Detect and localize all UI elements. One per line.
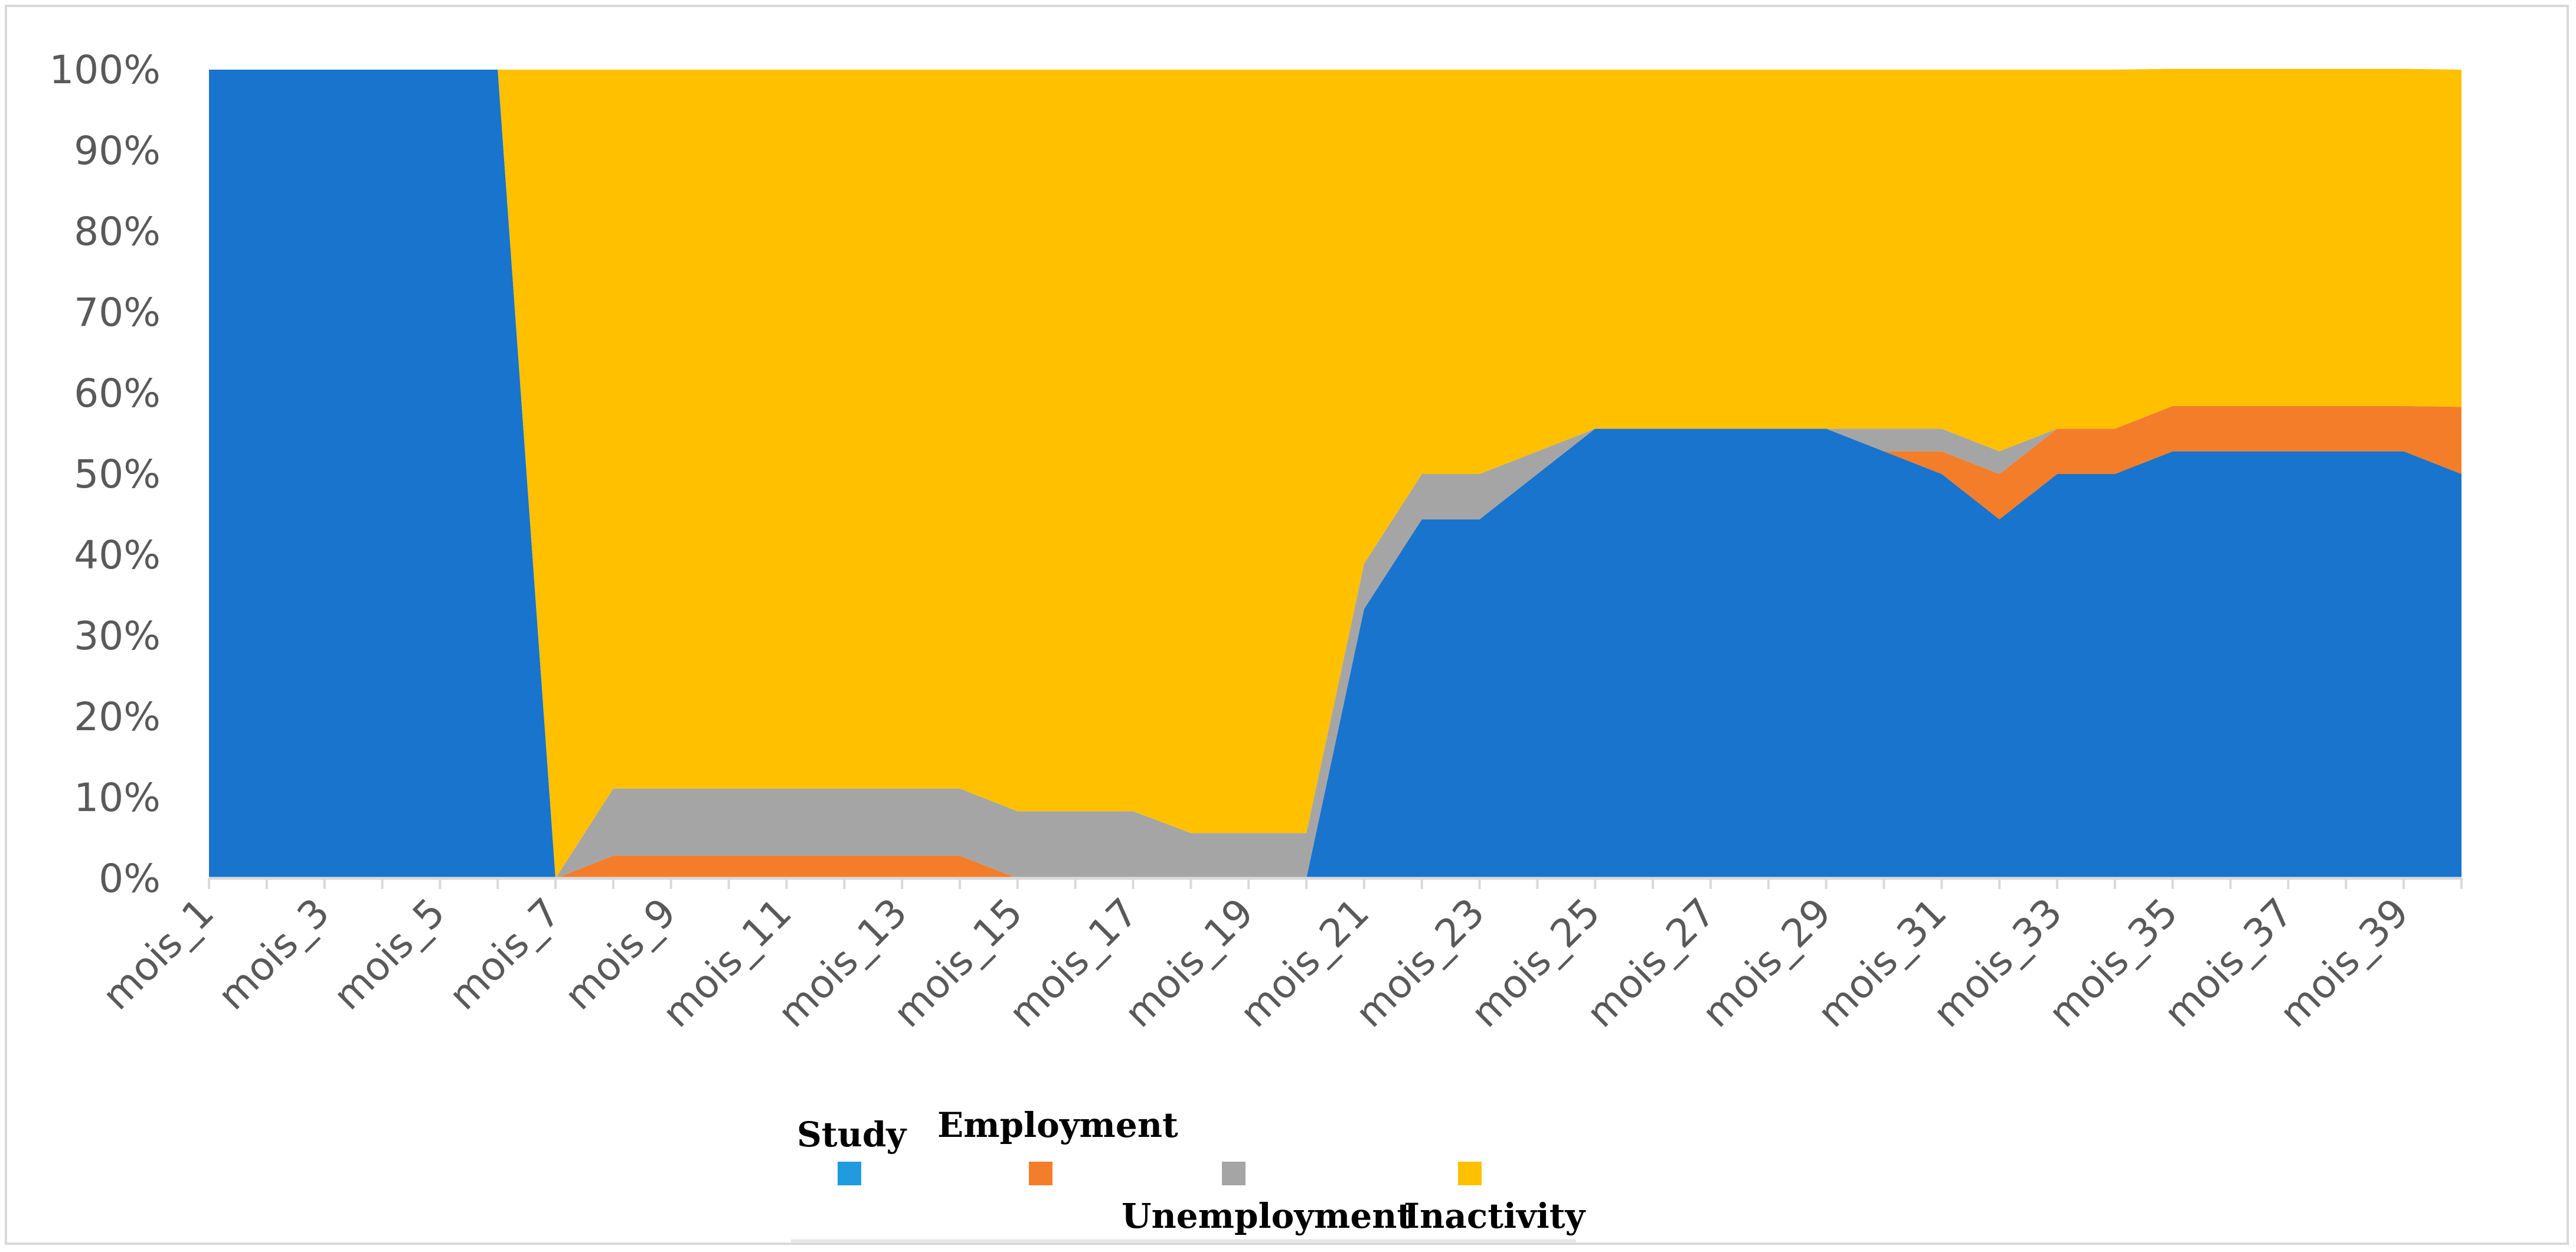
x-tick-label: mois_33 (1924, 890, 2071, 1036)
x-tick-label: mois_5 (325, 890, 454, 1019)
legend-swatch-inactivity (1458, 1162, 1482, 1185)
legend-label-study: Study (797, 1114, 907, 1155)
area-employment (209, 70, 2461, 878)
x-tick-label: mois_1 (94, 890, 223, 1019)
y-tick-label: 20% (74, 694, 161, 740)
x-axis-ticks: mois_1mois_3mois_5mois_7mois_9mois_11moi… (94, 878, 2463, 1036)
x-tick-label: mois_39 (2271, 890, 2417, 1036)
legend-swatch-study (838, 1162, 861, 1185)
legend-swatch-employment (1029, 1162, 1052, 1185)
x-tick-label: mois_37 (2155, 890, 2302, 1036)
y-axis-ticks: 0% 10% 20% 30% 40% 50% 60% 70% 80% 90% 100% (49, 47, 161, 901)
legend-label-employment: Employment (937, 1105, 1178, 1145)
x-tick-label: mois_21 (1231, 890, 1378, 1036)
x-tick-label: mois_7 (440, 890, 570, 1019)
x-tick-label: mois_17 (1000, 890, 1146, 1036)
x-tick-label: mois_31 (1809, 890, 1955, 1036)
x-tick-label: mois_15 (885, 890, 1031, 1036)
x-tick-label: mois_25 (1462, 890, 1609, 1036)
y-tick-label: 30% (74, 613, 161, 659)
legend-label-inactivity: Inactivity (1404, 1196, 1587, 1236)
y-tick-label: 90% (74, 128, 161, 174)
y-tick-label: 10% (74, 775, 161, 820)
legend-swatch-unemployment (1222, 1162, 1245, 1185)
x-tick-label: mois_29 (1694, 890, 1840, 1036)
x-tick-label: mois_11 (653, 890, 800, 1036)
y-tick-label: 70% (74, 290, 161, 335)
x-tick-label: mois_13 (769, 890, 916, 1036)
x-tick-label: mois_27 (1578, 890, 1724, 1036)
x-tick-label: mois_3 (209, 890, 338, 1019)
x-tick-label: mois_23 (1346, 890, 1493, 1036)
legend: Study Employment Unemployment Inactivity (791, 1105, 1587, 1243)
area-study (209, 70, 2461, 878)
plot-areas (209, 68, 2461, 879)
y-tick-label: 80% (74, 209, 161, 254)
x-tick-label: mois_19 (1116, 890, 1262, 1036)
y-tick-label: 0% (99, 856, 161, 901)
y-tick-label: 50% (74, 452, 161, 497)
y-tick-label: 60% (74, 371, 161, 416)
x-tick-label: mois_35 (2040, 890, 2186, 1036)
y-tick-label: 40% (74, 532, 161, 578)
y-tick-label: 100% (49, 47, 161, 93)
area-unemployment (209, 70, 2461, 878)
legend-label-unemployment: Unemployment (1122, 1196, 1413, 1236)
area-inactivity (209, 68, 2461, 879)
